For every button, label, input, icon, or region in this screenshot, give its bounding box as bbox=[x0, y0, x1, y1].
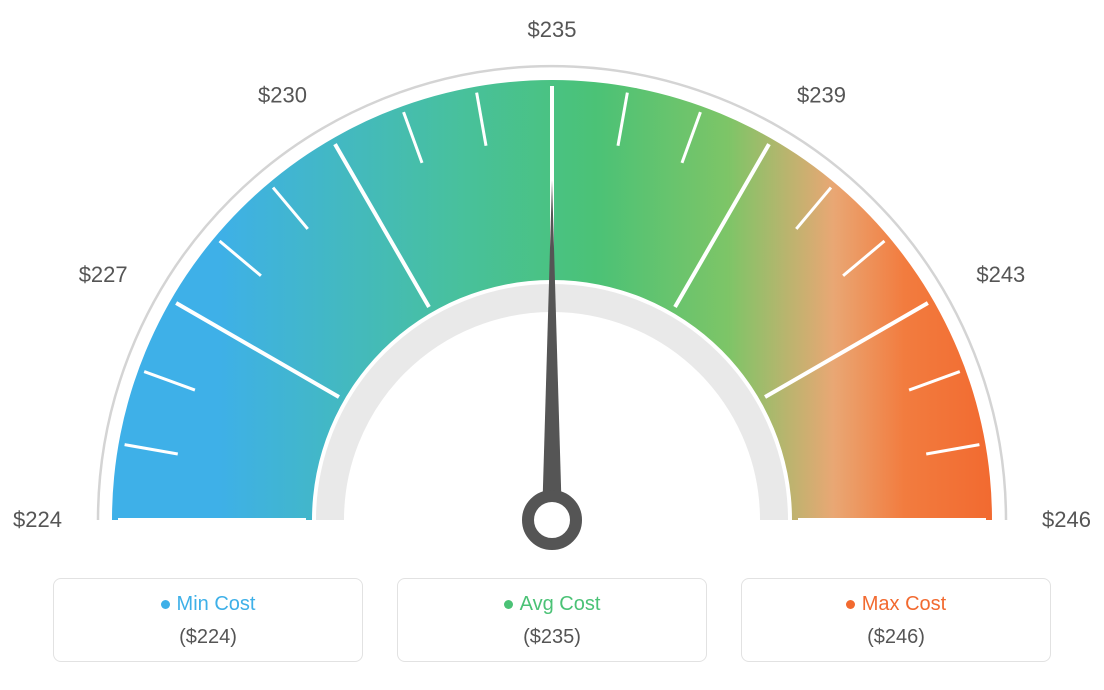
gauge-tick-label: $224 bbox=[13, 507, 62, 532]
legend-label-row-max: Max Cost bbox=[742, 593, 1050, 616]
gauge-svg: $224 $227 $230 $235 $239 $243 $246 bbox=[0, 0, 1104, 560]
legend-card-avg: Avg Cost ($235) bbox=[397, 578, 707, 662]
legend-row: Min Cost ($224) Avg Cost ($235) Max Cost… bbox=[0, 578, 1104, 662]
gauge-tick-label: $227 bbox=[79, 262, 128, 287]
legend-label-row-avg: Avg Cost bbox=[398, 593, 706, 616]
legend-value-avg: ($235) bbox=[398, 626, 706, 649]
gauge-tick-label: $239 bbox=[797, 83, 846, 108]
legend-label-row-min: Min Cost bbox=[54, 593, 362, 616]
legend-dot-min bbox=[161, 600, 170, 609]
gauge-tick-label: $235 bbox=[528, 17, 577, 42]
legend-label-max: Max Cost bbox=[862, 593, 946, 616]
legend-value-min: ($224) bbox=[54, 626, 362, 649]
gauge-tick-label: $246 bbox=[1042, 507, 1091, 532]
legend-label-avg: Avg Cost bbox=[520, 593, 601, 616]
gauge-tick-label: $243 bbox=[976, 262, 1025, 287]
legend-dot-max bbox=[846, 600, 855, 609]
legend-dot-avg bbox=[504, 600, 513, 609]
gauge-tick-label: $230 bbox=[258, 83, 307, 108]
legend-card-max: Max Cost ($246) bbox=[741, 578, 1051, 662]
legend-value-max: ($246) bbox=[742, 626, 1050, 649]
gauge-chart: $224 $227 $230 $235 $239 $243 $246 bbox=[0, 0, 1104, 560]
legend-card-min: Min Cost ($224) bbox=[53, 578, 363, 662]
legend-label-min: Min Cost bbox=[177, 593, 256, 616]
